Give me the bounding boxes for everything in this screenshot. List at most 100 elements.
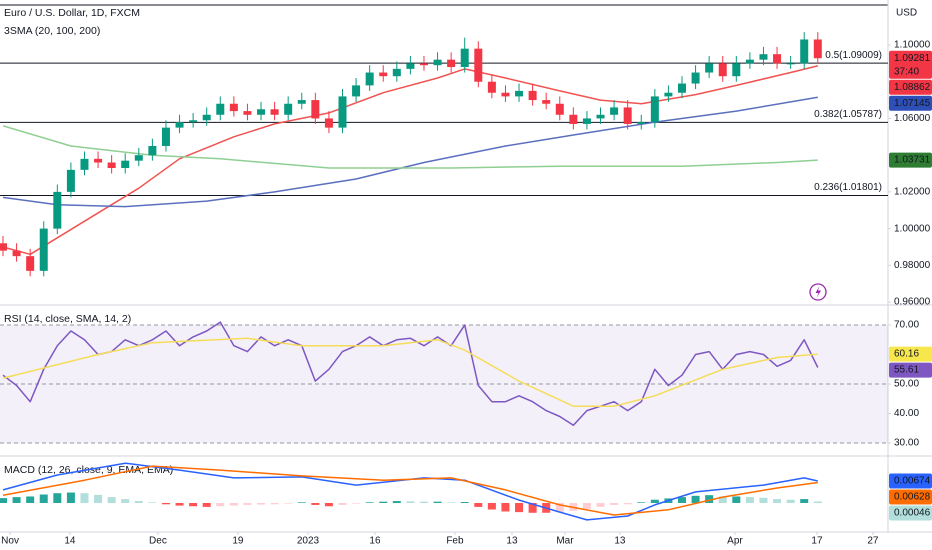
histogram-bar [800, 499, 809, 503]
candle-body [311, 100, 320, 119]
candle-body [39, 228, 48, 271]
candle-body [745, 59, 754, 64]
histogram-bar [419, 501, 428, 503]
histogram-bar [257, 502, 266, 505]
alert-bolt[interactable] [815, 286, 822, 298]
histogram-bar [745, 497, 754, 503]
candle-body [732, 63, 741, 77]
y-tick-label: 1.00000 [894, 223, 931, 234]
alert-icon[interactable] [809, 283, 827, 301]
candle-body [596, 114, 605, 119]
candle-body [637, 122, 646, 124]
candle-body [243, 111, 252, 115]
y-tick-label: 50.00 [894, 379, 919, 390]
price-badge [889, 95, 932, 111]
candle-body [53, 191, 62, 229]
histogram-bar [284, 502, 293, 504]
candle-body [759, 54, 768, 60]
candle-body [419, 63, 428, 66]
candle-body [0, 243, 8, 251]
y-tick-label: 1.10000 [894, 40, 931, 51]
price-badge-label: 55.61 [894, 365, 919, 376]
price-badge [889, 152, 932, 168]
price-badge [889, 473, 932, 489]
candle-body [474, 48, 483, 82]
candle-body [352, 85, 361, 97]
x-tick-label: 14 [64, 536, 76, 547]
histogram-bar [379, 501, 388, 503]
histogram-bar [650, 499, 659, 503]
histogram-bar [623, 502, 632, 505]
candle-body [569, 114, 578, 124]
price-badge-label: 0.00046 [894, 508, 931, 519]
histogram-bar [501, 502, 510, 512]
candle-body [161, 127, 170, 146]
candle-body [121, 160, 130, 169]
candle-body [202, 114, 211, 121]
candle-body [94, 158, 103, 163]
candle-body [773, 54, 782, 64]
series-line [2, 65, 818, 256]
histogram-bar [691, 495, 700, 503]
candle-body [134, 155, 143, 161]
series-line [2, 337, 818, 407]
histogram-bar [53, 493, 62, 503]
histogram-bar [732, 496, 741, 503]
candle-body [447, 59, 456, 68]
histogram-bar [582, 502, 591, 509]
x-tick-label: 13 [614, 536, 626, 547]
price-badge-label: 0.00628 [894, 492, 931, 503]
histogram-bar [352, 502, 361, 504]
x-tick-label: Apr [727, 536, 743, 547]
histogram-bar [243, 502, 252, 505]
histogram-bar [12, 497, 21, 503]
candle-body [555, 103, 564, 115]
histogram-bar [677, 497, 686, 503]
histogram-bar [433, 501, 442, 503]
series-line [2, 125, 818, 169]
series-line [2, 465, 818, 516]
price-badge-label: 1.07145 [894, 98, 931, 109]
candle-body [813, 39, 822, 59]
candle-body [705, 63, 714, 73]
countdown: 37:40 [894, 66, 919, 77]
price-badge-label: 0.00674 [894, 476, 931, 487]
y-tick-label: 0.96000 [894, 297, 931, 308]
candle-body [515, 90, 524, 97]
histogram-bar [515, 502, 524, 513]
candle-body [12, 250, 21, 257]
histogram-bar [759, 497, 768, 503]
histogram-bar [596, 502, 605, 507]
histogram-bar [460, 502, 469, 503]
price-badge-label: 1.09281 [894, 53, 931, 64]
histogram-bar [39, 494, 48, 503]
currency-label: USD [896, 8, 917, 19]
candle-body [148, 145, 157, 156]
histogram-bar [202, 502, 211, 507]
candle-body [338, 96, 347, 128]
histogram-bar [134, 501, 143, 503]
price-badge-label: 1.08862 [894, 82, 931, 93]
candle-body [460, 48, 469, 68]
candle-body [365, 72, 374, 86]
candle-body [610, 107, 619, 115]
alert-circle[interactable] [809, 283, 827, 301]
x-tick-label: Dec [149, 536, 167, 547]
candle-body [501, 92, 510, 97]
histogram-bar [0, 498, 8, 503]
candle-body [677, 83, 686, 93]
histogram-bar [773, 499, 782, 503]
series-line [2, 462, 818, 521]
x-tick-label: Mar [556, 536, 574, 547]
candle-body [229, 103, 238, 112]
histogram-bar [705, 495, 714, 503]
histogram-bar [216, 502, 225, 507]
histogram-bar [297, 502, 306, 503]
price-badge [889, 346, 932, 362]
x-tick-label: Nov [1, 536, 19, 547]
candle-body [175, 122, 184, 128]
y-tick-label: 70.00 [894, 320, 919, 331]
histogram-bar [148, 502, 157, 503]
candle-body [433, 59, 442, 66]
